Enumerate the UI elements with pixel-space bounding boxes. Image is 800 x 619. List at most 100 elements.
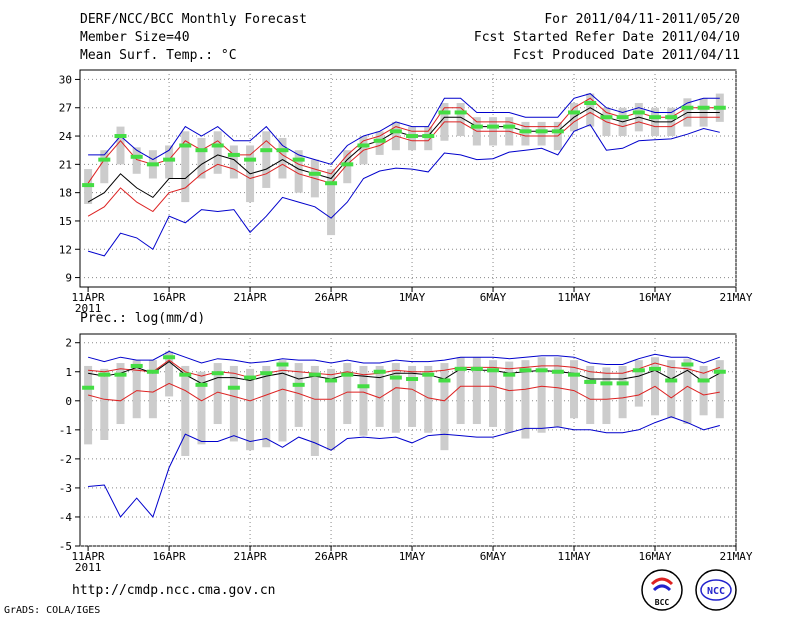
median-marker-1-12 <box>276 362 289 367</box>
range-box-1-12 <box>278 360 287 442</box>
median-marker-1-27 <box>519 368 532 373</box>
source-url[interactable]: http://cmdp.ncc.cma.gov.cn <box>72 583 276 598</box>
range-box-1-15 <box>327 368 336 451</box>
median-marker-0-39 <box>713 105 726 110</box>
range-box-0-27 <box>521 121 530 146</box>
median-marker-1-4 <box>146 369 159 374</box>
range-box-0-3 <box>132 147 141 174</box>
y-tick-label-1-4: -1 <box>59 424 72 437</box>
y-tick-label-1-3: -2 <box>59 453 72 466</box>
median-marker-1-13 <box>292 382 305 387</box>
median-marker-0-22 <box>438 110 451 115</box>
median-marker-1-22 <box>438 378 451 383</box>
range-box-0-9 <box>229 145 238 179</box>
y-tick-label-0-0: 9 <box>65 272 72 285</box>
median-marker-0-19 <box>389 129 402 134</box>
range-box-1-0 <box>84 365 93 445</box>
range-box-1-28 <box>537 357 546 433</box>
x-tick-label-0-0: 11APR <box>72 291 105 304</box>
range-box-1-36 <box>667 360 676 419</box>
logos: BCC NCC <box>641 569 737 611</box>
median-marker-1-6 <box>179 372 192 377</box>
range-box-1-23 <box>456 357 465 425</box>
range-box-1-32 <box>602 367 611 425</box>
median-marker-1-31 <box>584 379 597 384</box>
range-box-1-14 <box>310 365 319 456</box>
median-marker-0-1 <box>98 157 111 162</box>
range-box-1-19 <box>391 363 400 433</box>
grads-credit: GrADS: COLA/IGES <box>4 605 101 616</box>
x-tick-label-1-5: 6MAY <box>480 550 507 563</box>
median-marker-1-26 <box>503 372 516 377</box>
y-tick-label-0-7: 30 <box>59 73 72 86</box>
range-box-1-31 <box>586 365 595 425</box>
median-marker-0-11 <box>260 148 273 153</box>
median-marker-0-32 <box>600 115 613 120</box>
produced-date: Fcst Produced Date 2011/04/11 <box>513 48 740 63</box>
median-marker-0-29 <box>551 129 564 134</box>
top-variable-label: Mean Surf. Temp.: °C <box>80 48 237 63</box>
range-box-0-6 <box>181 131 190 203</box>
series-min-0 <box>87 124 720 257</box>
y-tick-label-1-6: 1 <box>65 366 72 379</box>
x-tick-label-1-8: 21MAY <box>719 550 752 563</box>
bcc-logo-text: BCC <box>655 598 670 607</box>
y-tick-label-0-5: 24 <box>59 130 73 143</box>
median-marker-0-21 <box>422 134 435 139</box>
y-tick-label-1-2: -3 <box>59 482 72 495</box>
median-marker-1-8 <box>211 371 224 376</box>
median-marker-1-10 <box>244 375 257 380</box>
median-marker-1-7 <box>195 382 208 387</box>
x-tick-label-1-6: 11MAY <box>557 550 590 563</box>
series-mean-1 <box>88 360 721 384</box>
range-box-0-28 <box>537 121 546 146</box>
median-marker-1-19 <box>389 375 402 380</box>
median-marker-0-6 <box>179 143 192 148</box>
series-upper-0 <box>87 97 720 184</box>
x-tick-label-0-8: 21MAY <box>719 291 752 304</box>
y-tick-label-0-6: 27 <box>59 102 72 115</box>
median-marker-0-4 <box>146 162 159 167</box>
range-box-0-8 <box>213 131 222 174</box>
median-marker-0-25 <box>487 124 500 129</box>
median-marker-0-36 <box>665 115 678 120</box>
x-year-label-0: 2011 <box>75 302 102 315</box>
member-size: Member Size=40 <box>80 30 190 45</box>
range-box-1-4 <box>148 360 157 419</box>
median-marker-0-7 <box>195 148 208 153</box>
range-box-0-1 <box>100 150 109 184</box>
median-marker-0-15 <box>325 181 338 186</box>
x-tick-label-0-6: 11MAY <box>557 291 590 304</box>
range-box-1-6 <box>181 365 190 456</box>
y-tick-label-0-1: 12 <box>59 243 72 256</box>
median-marker-1-29 <box>551 369 564 374</box>
median-marker-0-16 <box>341 162 354 167</box>
series-max-1 <box>87 350 720 365</box>
median-marker-0-26 <box>503 124 516 129</box>
median-marker-1-0 <box>82 385 95 390</box>
median-marker-1-32 <box>600 381 613 386</box>
range-box-0-11 <box>262 131 271 188</box>
series-lower-1 <box>87 382 720 402</box>
range-box-1-39 <box>715 360 724 419</box>
median-marker-0-5 <box>163 157 176 162</box>
forecast-period: For 2011/04/11-2011/05/20 <box>544 12 740 27</box>
range-box-1-5 <box>165 351 174 397</box>
median-marker-1-28 <box>535 368 548 373</box>
median-marker-0-28 <box>535 129 548 134</box>
series-max-0 <box>88 93 720 165</box>
range-box-0-21 <box>424 126 433 151</box>
median-marker-1-14 <box>308 372 321 377</box>
x-tick-label-0-1: 16APR <box>153 291 186 304</box>
median-marker-0-17 <box>357 143 370 148</box>
median-marker-0-13 <box>292 157 305 162</box>
range-box-1-16 <box>343 363 352 425</box>
range-box-1-18 <box>375 365 384 427</box>
median-marker-0-38 <box>697 105 710 110</box>
median-marker-1-9 <box>227 385 240 390</box>
median-marker-1-3 <box>130 363 143 368</box>
range-box-1-27 <box>521 360 530 439</box>
range-box-1-37 <box>683 358 692 425</box>
range-box-0-15 <box>327 169 336 236</box>
